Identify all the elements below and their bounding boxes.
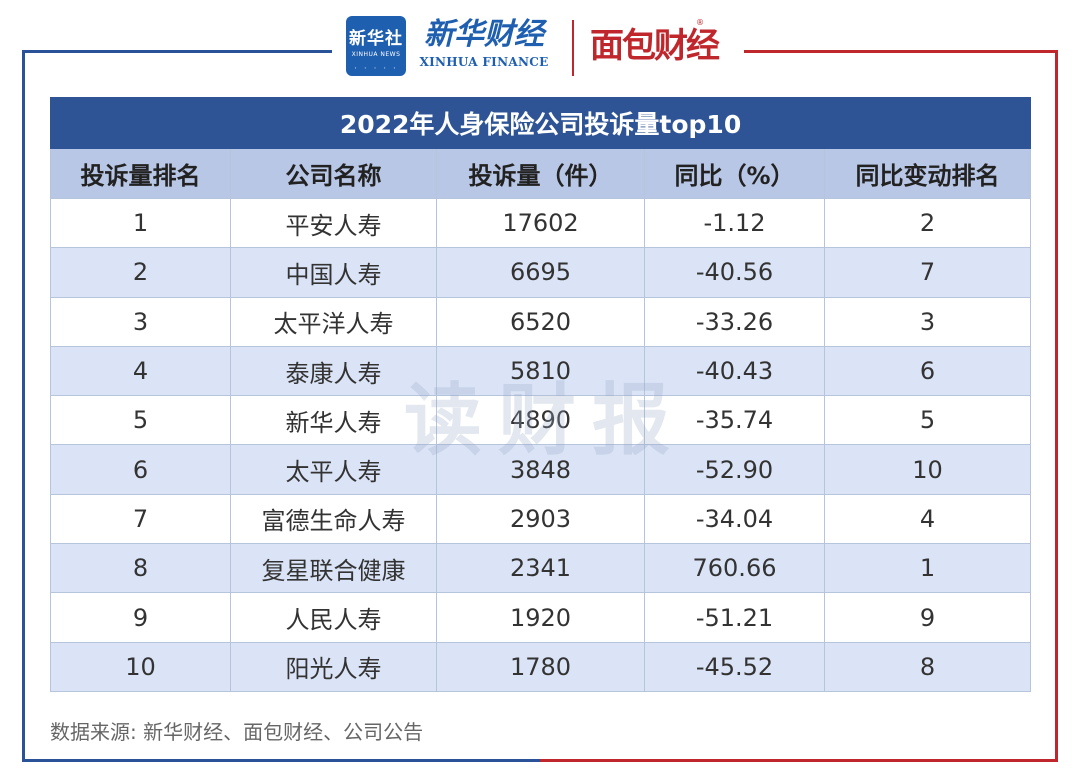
table-cell: -34.04 (644, 493, 825, 545)
frame-line-bottom-left (22, 759, 540, 762)
table-cell: 5810 (436, 345, 645, 397)
table-cell: 9 (823, 592, 1032, 643)
table-cell: 7 (50, 493, 231, 545)
table-row: 7 富德生命人寿 2903 -34.04 4 (50, 493, 1032, 545)
xinhua-finance-cn: 新华财经 (424, 17, 544, 52)
table-cell: 泰康人寿 (230, 345, 437, 397)
table-header-row: 投诉量排名 公司名称 投诉量（件） 同比（%） 同比变动排名 (50, 148, 1032, 199)
table-row: 5 新华人寿 4890 -35.74 5 (50, 395, 1032, 446)
column-header: 投诉量排名 (50, 148, 231, 199)
complaint-table: 2022年人身保险公司投诉量top10 投诉量排名 公司名称 投诉量（件） 同比（%）… (49, 97, 1032, 692)
table-body: 1 平安人寿 17602 -1.12 2 2 中国人寿 6695 -40.56 7 3 太平洋人寿 65… (50, 197, 1032, 692)
table-cell: 富德生命人寿 (230, 493, 437, 545)
table-row: 4 泰康人寿 5810 -40.43 6 (50, 345, 1032, 397)
table-cell: 5 (50, 395, 231, 446)
table-cell: 复星联合健康 (230, 543, 437, 594)
table-cell: 1780 (436, 641, 645, 692)
table-cell: 3 (50, 296, 231, 347)
mianbao-finance-logo: 面包财经 (590, 26, 720, 66)
table-cell: 6 (823, 345, 1032, 397)
xinhua-finance-logo: 新华财经 XINHUA FINANCE (416, 16, 552, 70)
xinhua-logo-subtext: XINHUA NEWS (351, 51, 401, 58)
table-cell: -35.74 (644, 395, 825, 446)
table-cell: 6695 (436, 247, 645, 298)
column-header: 同比（%） (644, 148, 825, 199)
table-cell: 6520 (436, 296, 645, 347)
table-cell: 3 (823, 296, 1032, 347)
table-cell: -40.43 (644, 345, 825, 397)
xinhua-finance-en: XINHUA FINANCE (419, 55, 549, 69)
table-cell: 4 (50, 345, 231, 397)
table-cell: 7 (823, 247, 1032, 298)
table-cell: 1 (823, 543, 1032, 594)
table-cell: 17602 (436, 197, 645, 249)
table-cell: 阳光人寿 (230, 641, 437, 692)
table-cell: 2 (823, 197, 1032, 249)
table-row: 9 人民人寿 1920 -51.21 9 (50, 592, 1032, 643)
table-cell: 人民人寿 (230, 592, 437, 643)
table-cell: 2903 (436, 493, 645, 545)
table-row: 2 中国人寿 6695 -40.56 7 (50, 247, 1032, 298)
table-cell: 1 (50, 197, 231, 249)
logo-separator (572, 20, 574, 76)
table-cell: -1.12 (644, 197, 825, 249)
table-cell: 2341 (436, 543, 645, 594)
table-cell: 新华人寿 (230, 395, 437, 446)
table-cell: -45.52 (644, 641, 825, 692)
data-source-note: 数据来源: 新华财经、面包财经、公司公告 (50, 720, 424, 744)
table-cell: 2 (50, 247, 231, 298)
frame-line-top-right (744, 50, 1058, 53)
table-cell: -33.26 (644, 296, 825, 347)
table-cell: 6 (50, 444, 231, 495)
frame-line-bottom-right (540, 759, 1058, 762)
header-logos: 新华社 XINHUA NEWS · · · · · 新华财经 XINHUA FI… (346, 10, 742, 76)
table-cell: 5 (823, 395, 1032, 446)
table-cell: 3848 (436, 444, 645, 495)
frame-line-right (1055, 50, 1058, 762)
table-cell: -51.21 (644, 592, 825, 643)
column-header: 投诉量（件） (436, 148, 645, 199)
column-header: 公司名称 (230, 148, 437, 199)
frame-line-top-left (22, 50, 332, 53)
table-cell: 太平洋人寿 (230, 296, 437, 347)
table-row: 8 复星联合健康 2341 760.66 1 (50, 543, 1032, 594)
table-row: 10 阳光人寿 1780 -45.52 8 (50, 641, 1032, 692)
table-cell: 9 (50, 592, 231, 643)
column-header: 同比变动排名 (823, 148, 1032, 199)
xinhua-news-logo: 新华社 XINHUA NEWS · · · · · (346, 16, 406, 76)
table-row: 6 太平人寿 3848 -52.90 10 (50, 444, 1032, 495)
xinhua-logo-text: 新华社 (349, 29, 403, 49)
table-cell: 4 (823, 493, 1032, 545)
table-title: 2022年人身保险公司投诉量top10 (49, 97, 1032, 149)
table-cell: -40.56 (644, 247, 825, 298)
frame-line-left (22, 50, 25, 762)
table-cell: -52.90 (644, 444, 825, 495)
registered-mark: ® (696, 18, 704, 27)
table-row: 1 平安人寿 17602 -1.12 2 (50, 197, 1032, 249)
network-dots-icon: · · · · · (354, 64, 398, 74)
table-cell: 8 (50, 543, 231, 594)
table-cell: 中国人寿 (230, 247, 437, 298)
table-cell: 平安人寿 (230, 197, 437, 249)
table-cell: 8 (823, 641, 1032, 692)
table-cell: 760.66 (644, 543, 825, 594)
table-cell: 10 (823, 444, 1032, 495)
table-row: 3 太平洋人寿 6520 -33.26 3 (50, 296, 1032, 347)
table-cell: 10 (50, 641, 231, 692)
table-cell: 4890 (436, 395, 645, 446)
table-cell: 1920 (436, 592, 645, 643)
table-cell: 太平人寿 (230, 444, 437, 495)
